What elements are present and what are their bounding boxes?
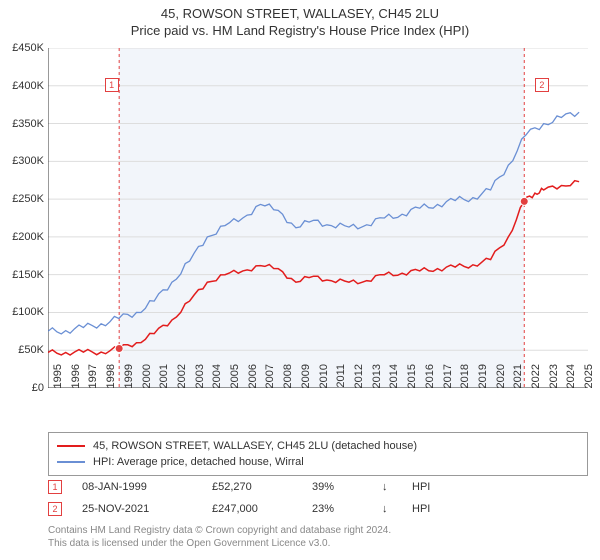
legend-swatch-price [57, 445, 85, 447]
footer-line: This data is licensed under the Open Gov… [48, 537, 588, 550]
x-axis-label: 2014 [388, 364, 400, 404]
transaction-price: £247,000 [212, 503, 292, 515]
y-axis-label: £100K [0, 306, 44, 318]
y-axis-label: £250K [0, 193, 44, 205]
x-axis-label: 2012 [353, 364, 365, 404]
y-axis-label: £300K [0, 155, 44, 167]
footer-line: Contains HM Land Registry data © Crown c… [48, 524, 588, 537]
x-axis-label: 2001 [158, 364, 170, 404]
x-axis-label: 2015 [406, 364, 418, 404]
legend-swatch-hpi [57, 461, 85, 463]
y-axis-label: £350K [0, 118, 44, 130]
x-axis-label: 2010 [318, 364, 330, 404]
chart-marker-box: 2 [535, 78, 549, 92]
legend-row: HPI: Average price, detached house, Wirr… [57, 454, 579, 470]
x-axis-label: 2006 [247, 364, 259, 404]
x-axis-label: 2004 [211, 364, 223, 404]
x-axis-label: 2003 [194, 364, 206, 404]
transaction-marker: 1 [48, 480, 62, 494]
x-axis-label: 2021 [512, 364, 524, 404]
x-axis-label: 1995 [52, 364, 64, 404]
transaction-pct: 23% [312, 503, 362, 515]
x-axis-label: 2013 [371, 364, 383, 404]
down-arrow-icon: ↓ [382, 503, 392, 515]
x-axis-label: 1996 [70, 364, 82, 404]
x-axis-label: 2005 [229, 364, 241, 404]
y-axis-label: £450K [0, 42, 44, 54]
x-axis-label: 2022 [530, 364, 542, 404]
x-axis-label: 1999 [123, 364, 135, 404]
transaction-row: 2 25-NOV-2021 £247,000 23% ↓ HPI [48, 498, 588, 520]
x-axis-label: 2024 [565, 364, 577, 404]
legend-label-price: 45, ROWSON STREET, WALLASEY, CH45 2LU (d… [93, 440, 417, 452]
y-axis-label: £150K [0, 269, 44, 281]
x-axis-label: 2000 [141, 364, 153, 404]
transaction-date: 08-JAN-1999 [82, 481, 192, 493]
x-axis-label: 2009 [300, 364, 312, 404]
x-axis-label: 2016 [424, 364, 436, 404]
titles: 45, ROWSON STREET, WALLASEY, CH45 2LU Pr… [0, 0, 600, 38]
legend-label-hpi: HPI: Average price, detached house, Wirr… [93, 456, 304, 468]
chart-marker-box: 1 [105, 78, 119, 92]
x-axis-label: 2019 [477, 364, 489, 404]
x-axis-label: 2018 [459, 364, 471, 404]
x-axis-label: 2007 [264, 364, 276, 404]
y-axis-label: £0 [0, 382, 44, 394]
chart-container: 45, ROWSON STREET, WALLASEY, CH45 2LU Pr… [0, 0, 600, 560]
x-axis-label: 2023 [548, 364, 560, 404]
legend: 45, ROWSON STREET, WALLASEY, CH45 2LU (d… [48, 432, 588, 476]
x-axis-label: 2020 [495, 364, 507, 404]
x-axis-label: 2008 [282, 364, 294, 404]
transactions-table: 1 08-JAN-1999 £52,270 39% ↓ HPI 2 25-NOV… [48, 476, 588, 520]
transaction-price: £52,270 [212, 481, 292, 493]
transaction-ref: HPI [412, 503, 430, 515]
title-address: 45, ROWSON STREET, WALLASEY, CH45 2LU [0, 6, 600, 21]
down-arrow-icon: ↓ [382, 481, 392, 493]
transaction-marker: 2 [48, 502, 62, 516]
footer: Contains HM Land Registry data © Crown c… [48, 524, 588, 550]
x-axis-label: 2025 [583, 364, 595, 404]
legend-row: 45, ROWSON STREET, WALLASEY, CH45 2LU (d… [57, 438, 579, 454]
x-axis-label: 1998 [105, 364, 117, 404]
y-axis-label: £400K [0, 80, 44, 92]
x-axis-label: 1997 [87, 364, 99, 404]
chart-area: £0£50K£100K£150K£200K£250K£300K£350K£400… [48, 48, 588, 388]
transaction-ref: HPI [412, 481, 430, 493]
transaction-date: 25-NOV-2021 [82, 503, 192, 515]
y-axis-label: £200K [0, 231, 44, 243]
x-axis-label: 2011 [335, 364, 347, 404]
transaction-pct: 39% [312, 481, 362, 493]
x-axis-label: 2002 [176, 364, 188, 404]
title-subtitle: Price paid vs. HM Land Registry's House … [0, 23, 600, 38]
y-axis-label: £50K [0, 344, 44, 356]
chart-svg [48, 48, 588, 388]
x-axis-label: 2017 [442, 364, 454, 404]
transaction-row: 1 08-JAN-1999 £52,270 39% ↓ HPI [48, 476, 588, 498]
